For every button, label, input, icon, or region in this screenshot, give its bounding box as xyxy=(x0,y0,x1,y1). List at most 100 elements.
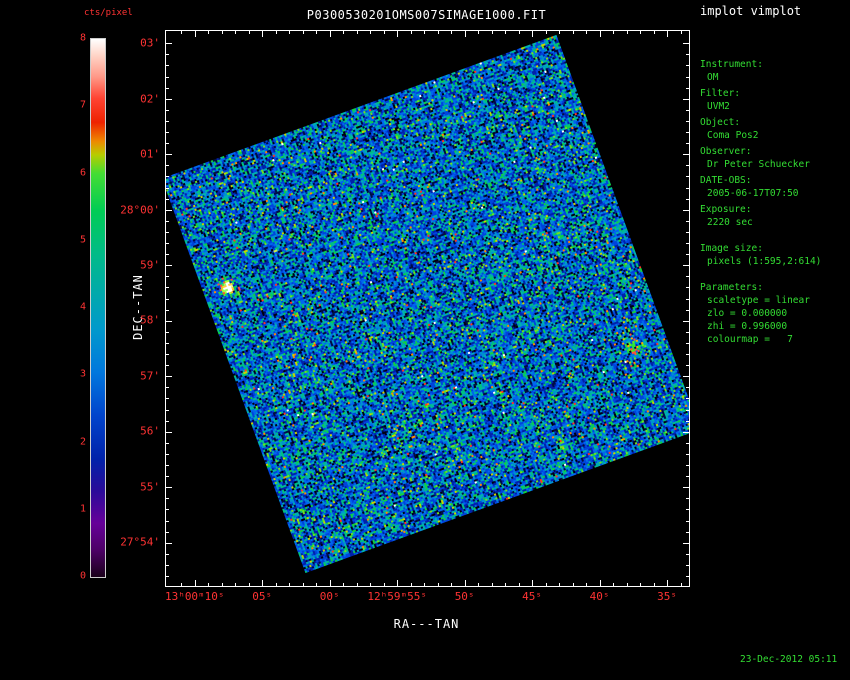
tick-mark xyxy=(166,365,169,366)
plot-frame xyxy=(165,30,690,587)
y-tick-label: 27°54' xyxy=(120,535,160,549)
tick-mark xyxy=(686,343,689,344)
tick-mark xyxy=(316,583,317,586)
tick-mark xyxy=(370,583,371,586)
colorbar-tick-label: 1 xyxy=(79,503,86,515)
tick-mark xyxy=(686,65,689,66)
info-label: Object: xyxy=(700,117,741,128)
tick-mark xyxy=(166,299,169,300)
tick-mark xyxy=(166,77,169,78)
tick-mark xyxy=(686,310,689,311)
y-axis-label: DEC--TAN xyxy=(131,274,145,340)
tick-mark xyxy=(166,354,169,355)
tick-mark xyxy=(166,476,169,477)
tick-mark xyxy=(166,221,169,222)
tick-mark xyxy=(686,476,689,477)
tick-mark xyxy=(686,77,689,78)
tick-mark xyxy=(166,188,169,189)
y-tick-label: 02' xyxy=(140,92,160,106)
tick-mark xyxy=(686,287,689,288)
tick-mark xyxy=(683,376,689,377)
tick-mark xyxy=(424,583,425,586)
tick-mark xyxy=(235,31,236,34)
info-value: scaletype = linear xyxy=(707,295,810,306)
x-tick-label: 13ʰ00ᵐ10ˢ xyxy=(164,590,225,603)
info-label: Exposure: xyxy=(700,204,752,215)
tick-mark xyxy=(166,432,172,433)
tick-mark xyxy=(262,580,263,586)
tick-mark xyxy=(683,43,689,44)
x-axis-label: RA---TAN xyxy=(393,617,460,631)
tick-mark xyxy=(411,31,412,34)
tick-mark xyxy=(686,454,689,455)
tick-mark xyxy=(276,583,277,586)
tick-mark xyxy=(683,210,689,211)
colorbar-tick-label: 6 xyxy=(79,167,86,178)
tick-mark xyxy=(686,443,689,444)
tick-mark xyxy=(505,31,506,34)
tick-mark xyxy=(424,31,425,34)
tick-mark xyxy=(686,465,689,466)
tick-mark xyxy=(289,583,290,586)
tick-mark xyxy=(613,31,614,34)
tick-mark xyxy=(166,376,172,377)
info-label: Observer: xyxy=(700,146,752,157)
tick-mark xyxy=(683,99,689,100)
tick-mark xyxy=(276,31,277,34)
colorbar xyxy=(90,38,106,578)
tick-mark xyxy=(166,532,169,533)
info-value: zlo = 0.000000 xyxy=(707,308,788,319)
tick-mark xyxy=(519,31,520,34)
tick-mark xyxy=(249,583,250,586)
tick-mark xyxy=(166,265,172,266)
tick-mark xyxy=(384,31,385,34)
tick-mark xyxy=(166,210,172,211)
tick-mark xyxy=(166,321,172,322)
tick-mark xyxy=(478,583,479,586)
info-panel: Instrument: OM Filter: UVM2 Object: Coma Pos2… xyxy=(700,55,821,346)
plot-area xyxy=(166,31,689,586)
tick-mark xyxy=(546,31,547,34)
tick-mark xyxy=(686,121,689,122)
tick-mark xyxy=(686,221,689,222)
tick-mark xyxy=(686,354,689,355)
tick-mark xyxy=(686,165,689,166)
tick-mark xyxy=(166,410,169,411)
tick-mark xyxy=(222,31,223,34)
tick-mark xyxy=(683,543,689,544)
colorbar-tick-label: 5 xyxy=(79,234,86,246)
tick-mark xyxy=(686,576,689,577)
tick-mark xyxy=(686,332,689,333)
tick-mark xyxy=(166,443,169,444)
tick-mark xyxy=(316,31,317,34)
tick-mark xyxy=(181,31,182,34)
tick-mark xyxy=(681,583,682,586)
tick-mark xyxy=(166,521,169,522)
tick-mark xyxy=(559,583,560,586)
info-label: Filter: xyxy=(700,88,741,99)
tick-mark xyxy=(492,31,493,34)
tick-mark xyxy=(686,143,689,144)
tick-mark xyxy=(667,31,668,37)
tick-mark xyxy=(397,580,398,586)
tick-mark xyxy=(330,580,331,586)
tick-mark xyxy=(465,580,466,586)
tick-mark xyxy=(262,31,263,37)
x-tick-label: 45ˢ xyxy=(522,590,543,603)
x-tick-label: 50ˢ xyxy=(454,590,475,603)
tick-mark xyxy=(411,583,412,586)
y-tick-label: 03' xyxy=(140,36,160,50)
tick-mark xyxy=(667,580,668,586)
tick-mark xyxy=(343,583,344,586)
colorbar-tick-label: 3 xyxy=(79,368,86,380)
tick-mark xyxy=(195,580,196,586)
tick-mark xyxy=(166,276,169,277)
tick-mark xyxy=(166,454,169,455)
timestamp: 23-Dec-2012 05:11 xyxy=(740,654,838,665)
info-gap xyxy=(700,268,821,278)
tick-mark xyxy=(166,565,169,566)
info-value: pixels (1:595,2:614) xyxy=(707,256,822,267)
tick-mark xyxy=(303,583,304,586)
x-tick-label: 35ˢ xyxy=(657,590,677,603)
